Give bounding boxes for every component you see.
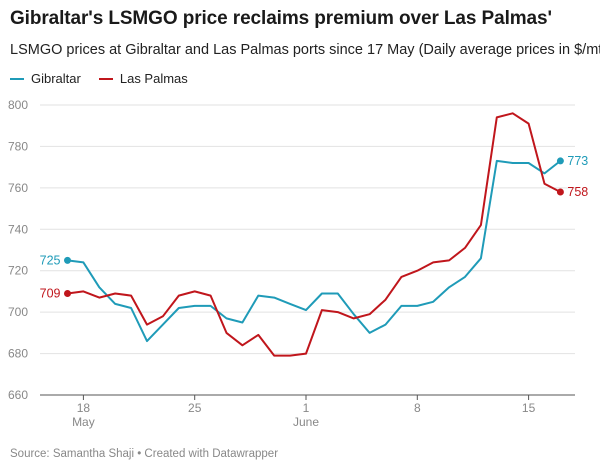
y-tick-label-800: 800 [8, 98, 28, 112]
legend-swatch-las-palmas [98, 77, 113, 80]
chart-title: Gibraltar's LSMGO price reclaims premium… [10, 8, 552, 29]
x-tick-month-june: June [293, 415, 319, 429]
y-tick-label-740: 740 [8, 222, 28, 236]
y-tick-label-720: 720 [8, 264, 28, 278]
y-tick-label-760: 760 [8, 181, 28, 195]
x-tick-label-15: 15 [522, 401, 536, 415]
x-tick-month-may: May [72, 415, 95, 429]
source-note: Source: Samantha Shaji • Created with Da… [10, 448, 279, 460]
legend-item-las-palmas: Las Palmas [98, 71, 188, 86]
start-label-gibraltar: 725 [40, 253, 61, 267]
series-line-gibraltar [66, 159, 562, 343]
x-tick-label-8: 8 [414, 401, 421, 415]
y-tick-label-660: 660 [8, 388, 28, 402]
chart-subtitle: LSMGO prices at Gibraltar and Las Palmas… [10, 42, 600, 58]
x-tick-label-25: 25 [188, 401, 202, 415]
legend-item-gibraltar: Gibraltar [10, 71, 81, 86]
start-label-las-palmas: 709 [40, 287, 61, 301]
start-point-las-palmas [64, 290, 71, 297]
end-label-las-palmas: 758 [567, 185, 588, 199]
end-point-las-palmas [556, 188, 564, 196]
legend-label-las-palmas: Las Palmas [119, 71, 188, 86]
legend-label-gibraltar: Gibraltar [31, 71, 81, 86]
y-tick-label-680: 680 [8, 347, 28, 361]
legend-swatch-gibraltar [10, 77, 24, 80]
end-label-gibraltar: 773 [567, 154, 588, 168]
y-tick-label-780: 780 [8, 139, 28, 153]
x-tick-label-1: 1 [303, 401, 310, 415]
y-tick-label-700: 700 [8, 305, 28, 319]
legend: Gibraltar Las Palmas [10, 71, 188, 86]
start-point-gibraltar [64, 256, 71, 264]
series-line-las-palmas [66, 112, 562, 357]
end-point-gibraltar [556, 157, 564, 165]
x-tick-label-18: 18 [77, 401, 91, 415]
